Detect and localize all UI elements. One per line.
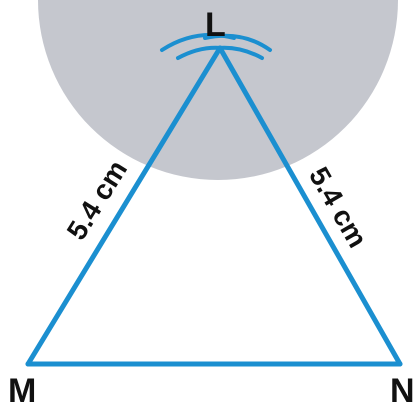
- side-lm: [25, 45, 223, 367]
- vertex-label-m: M: [8, 372, 36, 408]
- shaded-circle: [38, 0, 398, 180]
- construction-arc-2: [203, 33, 272, 52]
- vertex-label-n: N: [390, 372, 415, 408]
- construction-arc-4: [216, 45, 264, 60]
- vertex-label-l: L: [205, 6, 226, 44]
- side-label-lm: 5.4 cm: [61, 155, 133, 245]
- side-ln: [217, 45, 403, 367]
